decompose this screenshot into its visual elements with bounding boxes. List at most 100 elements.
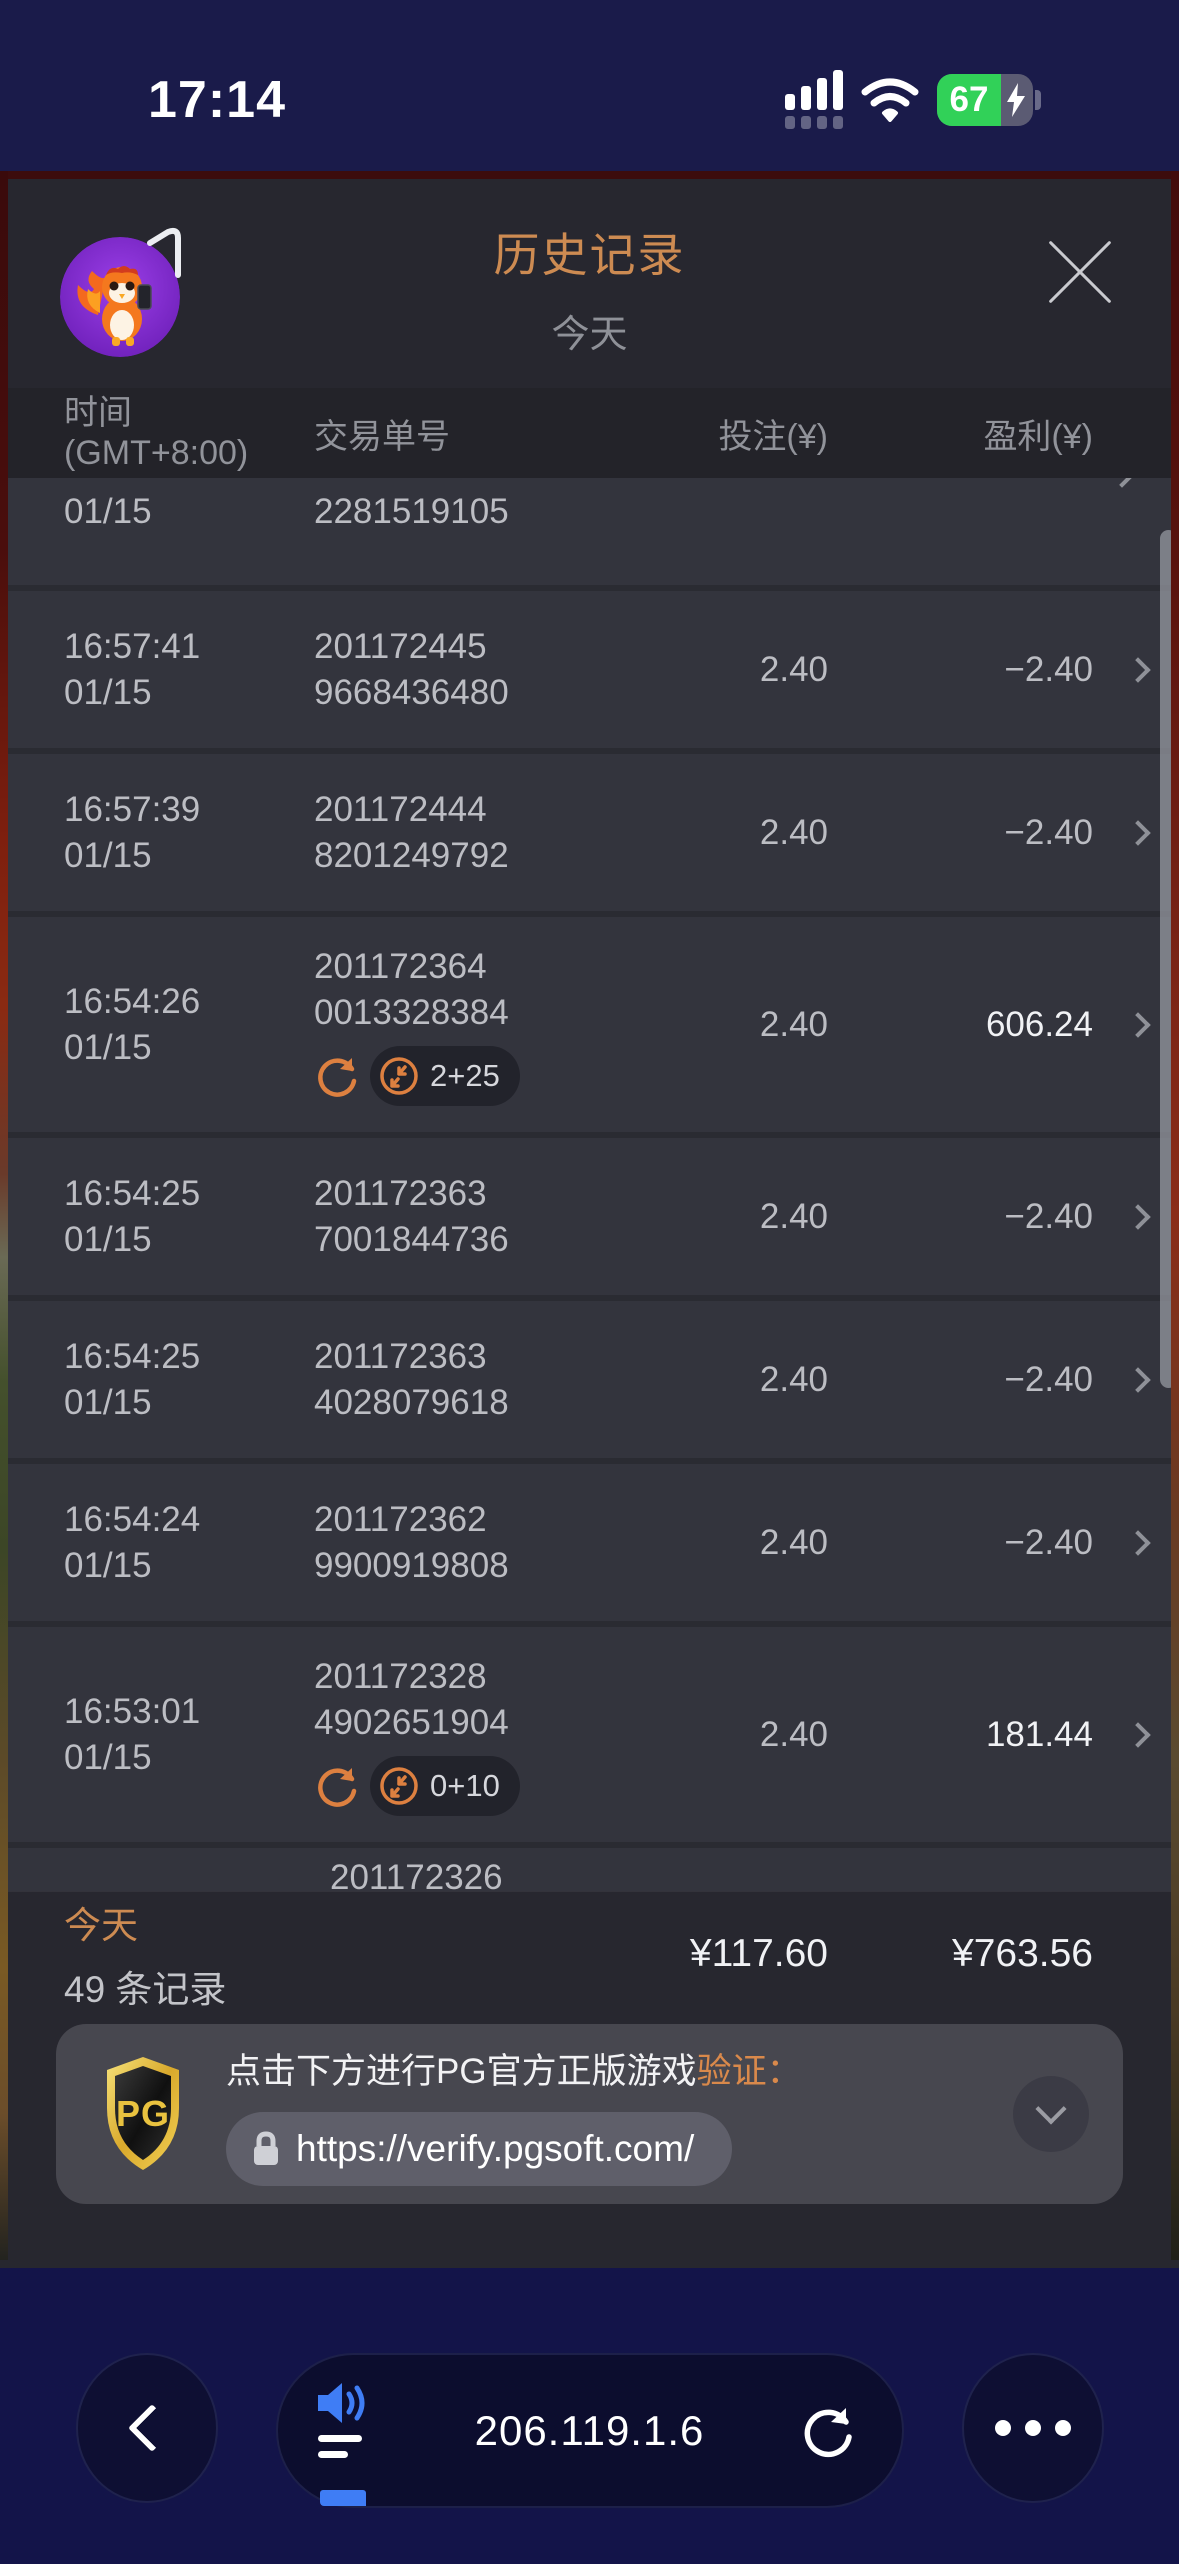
row-time: 16:54:25 [64, 1336, 201, 1376]
free-spins-badge: 2+25 [370, 1045, 520, 1106]
close-button[interactable] [1043, 235, 1117, 309]
battery-icon: 67 [937, 73, 1041, 126]
chevron-left-icon [127, 2403, 177, 2453]
row-time: 16:54:26 [64, 981, 201, 1021]
collapse-arrows-icon [380, 1766, 418, 1805]
chevron-right-icon [1125, 1011, 1151, 1038]
cursor-fragment-icon [147, 227, 181, 278]
more-menu-button[interactable] [961, 2353, 1104, 2503]
table-header: 时间 (GMT+8:00) 交易单号 投注(¥) 盈利(¥) [0, 388, 1179, 478]
table-row[interactable]: 16:54:26 01/15 201172364 0013328384 2+25 [0, 917, 1179, 1132]
row-date: 01/15 [64, 1545, 152, 1585]
records-scroll-area[interactable]: 01/15 2281519105 16:57:41 01/15 20117244… [0, 478, 1179, 1891]
chevron-down-icon [1035, 2093, 1067, 2125]
row-bet-amount: 2.40 [759, 1714, 828, 1754]
row-time: 16:57:41 [64, 626, 201, 666]
browser-toolbar: 206.119.1.6 [0, 2268, 1179, 2564]
row-bet-amount: 2.40 [759, 1004, 828, 1044]
table-row-partial-top[interactable]: 01/15 2281519105 [0, 478, 1179, 585]
pg-shield-logo: PG [107, 2057, 179, 2170]
wifi-icon [861, 78, 919, 122]
page-behind-sliver-top [0, 171, 1179, 179]
table-row[interactable]: 16:54:24 01/15 201172362 9900919808 2.40… [0, 1464, 1179, 1621]
row-order-number: 201172445 [314, 626, 487, 666]
modal-header: 历史记录 今天 [0, 179, 1179, 388]
address-bar[interactable]: 206.119.1.6 [275, 2353, 904, 2508]
chevron-right-icon [1125, 1529, 1151, 1556]
row-profit-amount: 181.44 [985, 1714, 1093, 1754]
table-row[interactable]: 16:57:41 01/15 201172445 9668436480 2.40… [0, 591, 1179, 748]
col-header-time: 时间 [64, 394, 132, 432]
table-row[interactable]: 16:54:25 01/15 201172363 7001844736 2.40… [0, 1138, 1179, 1295]
summary-label: 今天 [64, 1905, 138, 1946]
row-order-number: 2281519105 [314, 492, 509, 531]
row-order-number: 0013328384 [314, 992, 509, 1032]
row-time: 16:54:24 [64, 1499, 201, 1539]
col-header-timezone: (GMT+8:00) [64, 434, 249, 472]
col-header-profit: 盈利(¥) [983, 417, 1093, 456]
row-bet-amount: 2.40 [759, 1196, 828, 1236]
avatar[interactable] [60, 237, 180, 357]
summary-profit-total: ¥763.56 [952, 1932, 1093, 1975]
page-title: 历史记录 [493, 229, 686, 281]
verify-url: https://verify.pgsoft.com/ [296, 2127, 695, 2169]
reload-button[interactable] [800, 2402, 858, 2460]
chevron-right-icon [1125, 1721, 1151, 1748]
status-time: 17:14 [148, 70, 286, 129]
row-bet-amount: 2.40 [759, 649, 828, 689]
row-date: 01/15 [64, 672, 152, 712]
back-button[interactable] [75, 2353, 218, 2503]
page-subtitle: 今天 [551, 314, 628, 356]
page-behind-sliver-left [0, 171, 8, 2260]
row-date: 01/15 [64, 492, 152, 531]
row-order-number: 201172326 [330, 1858, 503, 1891]
summary-bet-total: ¥117.60 [689, 1932, 828, 1975]
history-modal: 历史记录 今天 时间 (GMT+8:00) 交易单号 投注(¥) 盈利(¥) 0… [0, 179, 1179, 2268]
table-row[interactable]: 16:57:39 01/15 201172444 8201249792 2.40… [0, 754, 1179, 911]
table-row-partial-bottom[interactable]: 201172326 [0, 1848, 1179, 1891]
row-profit-amount: 606.24 [985, 1004, 1093, 1044]
row-order-number: 201172328 [314, 1656, 487, 1696]
banner-text: 点击下方进行PG官方正版游戏 [226, 2051, 697, 2091]
chevron-right-icon [1125, 1366, 1151, 1393]
battery-percent: 67 [937, 73, 1001, 126]
collapse-arrows-icon [380, 1056, 418, 1095]
row-time: 16:53:01 [64, 1691, 201, 1731]
charging-bolt-icon [1007, 82, 1025, 117]
banner-collapse-button[interactable] [1013, 2076, 1089, 2152]
banner-verify-link[interactable]: 验证： [696, 2051, 802, 2091]
row-bet-amount: 2.40 [759, 812, 828, 852]
status-bar: 17:14 67 [0, 0, 1179, 171]
row-profit-amount: −2.40 [1004, 812, 1093, 852]
row-order-number: 201172364 [314, 946, 487, 986]
chevron-right-icon [1125, 656, 1151, 683]
chevron-right-icon [1125, 819, 1151, 846]
svg-text:PG: PG [116, 2093, 170, 2134]
row-bet-amount: 2.40 [759, 1359, 828, 1399]
row-date: 01/15 [64, 1027, 152, 1067]
col-header-order: 交易单号 [314, 417, 450, 456]
row-profit-amount: −2.40 [1004, 649, 1093, 689]
free-spins-badge: 0+10 [370, 1755, 520, 1816]
row-order-number: 201172363 [314, 1336, 487, 1376]
col-header-bet: 投注(¥) [718, 417, 828, 456]
mascot-avatar-image [60, 237, 180, 357]
row-profit-amount: −2.40 [1004, 1522, 1093, 1562]
row-profit-amount: −2.40 [1004, 1359, 1093, 1399]
chevron-right-icon [1109, 478, 1135, 488]
free-spins-count: 2+25 [430, 1057, 500, 1093]
table-row[interactable]: 16:53:01 01/15 201172328 4902651904 0+10 [0, 1627, 1179, 1842]
row-profit-amount: −2.40 [1004, 1196, 1093, 1236]
free-spins-count: 0+10 [430, 1767, 500, 1803]
row-date: 01/15 [64, 835, 152, 875]
row-date: 01/15 [64, 1219, 152, 1259]
pg-verify-banner[interactable]: PG 点击下方进行PG官方正版游戏验证： https://verify.pgso… [56, 2024, 1123, 2204]
summary-bar: 今天 49 条记录 ¥117.60 ¥763.56 [0, 1891, 1179, 2016]
lock-icon [254, 2130, 278, 2165]
row-time: 16:54:25 [64, 1173, 201, 1213]
verify-url-button[interactable]: https://verify.pgsoft.com/ [226, 2111, 733, 2186]
address-url: 206.119.1.6 [474, 2406, 705, 2454]
row-order-number: 4902651904 [314, 1702, 509, 1742]
table-row[interactable]: 16:54:25 01/15 201172363 4028079618 2.40… [0, 1301, 1179, 1458]
row-order-number: 201172444 [314, 789, 487, 829]
